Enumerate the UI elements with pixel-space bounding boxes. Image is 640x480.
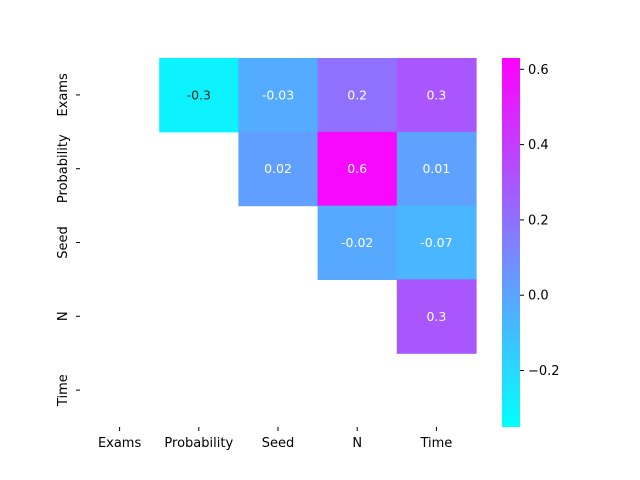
y-tick-label-seed: Seed (56, 226, 71, 259)
colorbar-tick-label: −0.2 (528, 364, 560, 379)
y-tick-label-probability: Probability (56, 134, 71, 203)
x-axis: Exams Probability Seed N Time (98, 427, 452, 451)
heatmap-cell-probability-seed (238, 131, 319, 207)
heatmap-cell-exams-seed (238, 58, 319, 133)
cell-value-label: -0.3 (187, 87, 211, 102)
heatmap-cell-exams-time (396, 58, 477, 133)
colorbar-tick-label: 0.2 (528, 213, 549, 228)
colorbar-gradient (502, 58, 520, 427)
y-tick-label-exams: Exams (56, 73, 71, 117)
cell-value-label: -0.07 (420, 235, 452, 250)
y-axis: Exams Probability Seed N Time (56, 73, 80, 407)
colorbar-tick-label: 0.0 (528, 289, 549, 304)
x-tick-label-exams: Exams (98, 436, 142, 451)
cell-value-label: 0.3 (426, 309, 446, 324)
x-tick-label-n: N (352, 436, 362, 451)
cell-value-label: 0.3 (426, 87, 446, 102)
cell-value-label: -0.02 (341, 235, 373, 250)
heatmap-cell-probability-time (396, 131, 477, 207)
colorbar: −0.2 0.0 0.2 0.4 0.6 (502, 58, 560, 427)
cell-value-label: 0.02 (264, 161, 292, 176)
heatmap-cell-probability-n (317, 131, 398, 207)
cell-value-label: -0.03 (262, 87, 294, 102)
x-tick-label-seed: Seed (262, 436, 295, 451)
cell-value-label: 0.6 (347, 161, 367, 176)
cell-value-label: 0.2 (347, 87, 367, 102)
heatmap-cell-labels: -0.3 -0.03 0.2 0.3 0.02 0.6 0.01 -0.02 -0.07 0.3 (187, 87, 453, 323)
y-tick-label-n: N (56, 311, 71, 321)
colorbar-tick-label: 0.4 (528, 138, 549, 153)
heatmap-cell-seed-n (317, 205, 398, 280)
y-tick-label-time: Time (56, 374, 71, 407)
heatmap-cell-exams-probability (159, 58, 239, 133)
cell-value-label: 0.01 (422, 161, 450, 176)
heatmap-cells (159, 58, 477, 354)
colorbar-tick-label: 0.6 (528, 63, 549, 78)
x-tick-label-probability: Probability (164, 436, 233, 451)
x-tick-label-time: Time (419, 436, 452, 451)
heatmap-cell-n-time (396, 279, 477, 354)
heatmap-cell-seed-time (396, 205, 477, 280)
heatmap-cell-exams-n (317, 58, 398, 133)
